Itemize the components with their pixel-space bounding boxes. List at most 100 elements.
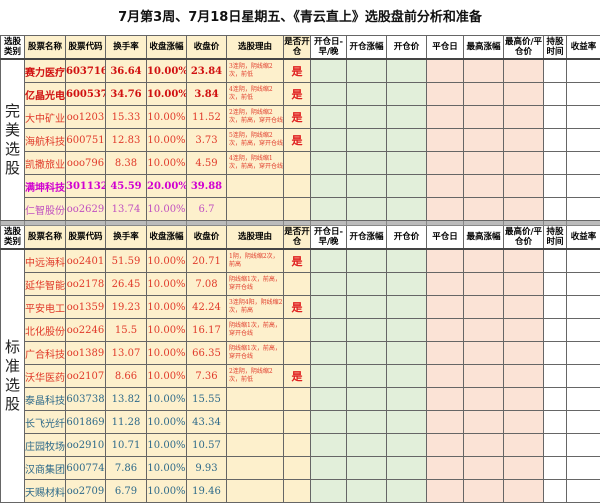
close-change-cell[interactable]: 10.00% <box>147 198 187 221</box>
max-change-cell[interactable] <box>464 319 504 342</box>
turnover-rate-cell[interactable]: 8.38 <box>106 152 147 175</box>
header-close-price[interactable]: 收盘价 <box>187 226 227 250</box>
close-change-cell[interactable]: 10.00% <box>147 129 187 152</box>
opened-cell[interactable]: 是 <box>284 59 311 83</box>
header-turnover-rate[interactable]: 换手率 <box>106 36 147 60</box>
open-price-cell[interactable] <box>387 175 427 198</box>
selection-reason-cell[interactable] <box>227 480 284 503</box>
close-price-cell[interactable]: 9.93 <box>187 457 227 480</box>
open-price-cell[interactable] <box>387 434 427 457</box>
header-turnover-rate[interactable]: 换手率 <box>106 226 147 250</box>
return-rate-cell[interactable] <box>567 457 600 480</box>
holding-time-cell[interactable] <box>544 480 567 503</box>
open-change-cell[interactable] <box>347 434 387 457</box>
header-close-price[interactable]: 收盘价 <box>187 36 227 60</box>
close-date-cell[interactable] <box>427 457 464 480</box>
max-price-cell[interactable] <box>504 152 544 175</box>
opened-cell[interactable] <box>284 480 311 503</box>
max-price-cell[interactable] <box>504 342 544 365</box>
stock-code-cell[interactable]: 600751 <box>66 129 106 152</box>
stock-name-cell[interactable]: 亿晶光电 <box>25 83 66 106</box>
open-change-cell[interactable] <box>347 480 387 503</box>
opened-cell[interactable]: 是 <box>284 106 311 129</box>
open-date-cell[interactable] <box>311 198 347 221</box>
stock-name-cell[interactable]: 北化股份 <box>25 319 66 342</box>
open-date-cell[interactable] <box>311 83 347 106</box>
open-price-cell[interactable] <box>387 129 427 152</box>
max-price-cell[interactable] <box>504 83 544 106</box>
open-price-cell[interactable] <box>387 273 427 296</box>
open-change-cell[interactable] <box>347 365 387 388</box>
stock-code-cell[interactable]: oo1389 <box>66 342 106 365</box>
open-date-cell[interactable] <box>311 411 347 434</box>
close-date-cell[interactable] <box>427 175 464 198</box>
close-change-cell[interactable]: 10.00% <box>147 273 187 296</box>
header-return-rate[interactable]: 收益率 <box>567 36 600 60</box>
opened-cell[interactable] <box>284 388 311 411</box>
close-price-cell[interactable]: 19.46 <box>187 480 227 503</box>
stock-code-cell[interactable]: 603738 <box>66 388 106 411</box>
holding-time-cell[interactable] <box>544 152 567 175</box>
open-price-cell[interactable] <box>387 319 427 342</box>
open-change-cell[interactable] <box>347 457 387 480</box>
header-stock-name[interactable]: 股票名称 <box>25 36 66 60</box>
close-date-cell[interactable] <box>427 411 464 434</box>
opened-cell[interactable]: 是 <box>284 249 311 273</box>
holding-time-cell[interactable] <box>544 106 567 129</box>
close-price-cell[interactable]: 3.73 <box>187 129 227 152</box>
return-rate-cell[interactable] <box>567 129 600 152</box>
close-price-cell[interactable]: 15.55 <box>187 388 227 411</box>
open-change-cell[interactable] <box>347 273 387 296</box>
opened-cell[interactable] <box>284 273 311 296</box>
opened-cell[interactable] <box>284 152 311 175</box>
open-price-cell[interactable] <box>387 342 427 365</box>
holding-time-cell[interactable] <box>544 319 567 342</box>
open-date-cell[interactable] <box>311 175 347 198</box>
selection-reason-cell[interactable] <box>227 388 284 411</box>
return-rate-cell[interactable] <box>567 365 600 388</box>
open-date-cell[interactable] <box>311 434 347 457</box>
holding-time-cell[interactable] <box>544 365 567 388</box>
close-change-cell[interactable]: 10.00% <box>147 342 187 365</box>
opened-cell[interactable]: 是 <box>284 296 311 319</box>
header-return-rate[interactable]: 收益率 <box>567 226 600 250</box>
selection-reason-cell[interactable] <box>227 457 284 480</box>
selection-reason-cell[interactable]: 2连阴，阴线缩2次，前低 <box>227 365 284 388</box>
selection-reason-cell[interactable]: 3连阴，阴线缩2次，前低 <box>227 59 284 83</box>
holding-time-cell[interactable] <box>544 175 567 198</box>
open-change-cell[interactable] <box>347 83 387 106</box>
stock-name-cell[interactable]: 长飞光纤 <box>25 411 66 434</box>
header-stock-code[interactable]: 股票代码 <box>66 36 106 60</box>
close-date-cell[interactable] <box>427 388 464 411</box>
open-date-cell[interactable] <box>311 342 347 365</box>
turnover-rate-cell[interactable]: 34.76 <box>106 83 147 106</box>
close-date-cell[interactable] <box>427 434 464 457</box>
close-price-cell[interactable]: 39.88 <box>187 175 227 198</box>
stock-code-cell[interactable]: oo1359 <box>66 296 106 319</box>
close-date-cell[interactable] <box>427 249 464 273</box>
max-price-cell[interactable] <box>504 296 544 319</box>
max-change-cell[interactable] <box>464 273 504 296</box>
header-close-change[interactable]: 收盘涨幅 <box>147 226 187 250</box>
close-change-cell[interactable]: 10.00% <box>147 249 187 273</box>
holding-time-cell[interactable] <box>544 249 567 273</box>
header-open-date[interactable]: 开仓日-早/晚 <box>311 36 347 60</box>
holding-time-cell[interactable] <box>544 457 567 480</box>
stock-name-cell[interactable]: 大中矿业 <box>25 106 66 129</box>
open-change-cell[interactable] <box>347 319 387 342</box>
selection-reason-cell[interactable]: 3连阴4阳，阴线缩2次，前高 <box>227 296 284 319</box>
stock-code-cell[interactable]: 601869 <box>66 411 106 434</box>
return-rate-cell[interactable] <box>567 83 600 106</box>
max-price-cell[interactable] <box>504 249 544 273</box>
max-change-cell[interactable] <box>464 129 504 152</box>
stock-name-cell[interactable]: 泰晶科技 <box>25 388 66 411</box>
stock-code-cell[interactable]: 301132 <box>66 175 106 198</box>
open-change-cell[interactable] <box>347 198 387 221</box>
stock-name-cell[interactable]: 沃华医药 <box>25 365 66 388</box>
header-max-change[interactable]: 最高涨幅 <box>464 226 504 250</box>
header-close-date[interactable]: 平仓日 <box>427 36 464 60</box>
header-open-change[interactable]: 开仓涨幅 <box>347 36 387 60</box>
turnover-rate-cell[interactable]: 8.66 <box>106 365 147 388</box>
stock-code-cell[interactable]: 600537 <box>66 83 106 106</box>
max-price-cell[interactable] <box>504 388 544 411</box>
